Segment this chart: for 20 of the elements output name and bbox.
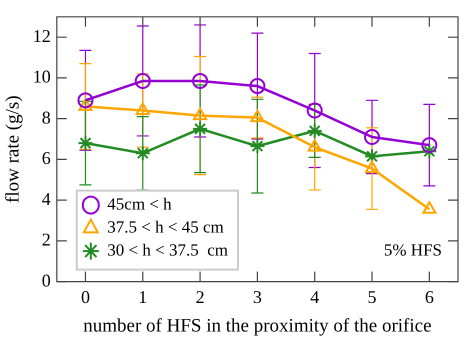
x-axis-title: number of HFS in the proximity of the orifice xyxy=(83,316,432,337)
y-axis-title: flow rate (g/s) xyxy=(2,95,24,204)
y-tick-label: 12 xyxy=(32,26,51,46)
y-tick-label: 6 xyxy=(42,148,51,168)
x-tick-label: 5 xyxy=(368,287,377,308)
x-tick-label: 0 xyxy=(80,287,90,308)
x-tick-label: 1 xyxy=(138,287,148,308)
y-tick-label: 4 xyxy=(42,188,51,209)
y-tick-label: 0 xyxy=(42,270,51,290)
x-tick-label: 4 xyxy=(310,287,320,308)
legend-label: 30 < h < 37.5 cm xyxy=(107,240,228,260)
y-tick-label: 8 xyxy=(42,107,51,128)
y-tick-label: 10 xyxy=(32,66,51,87)
legend-label: 37.5 < h < 45 cm xyxy=(107,218,224,237)
x-tick-label: 6 xyxy=(424,287,434,308)
y-tick-label: 2 xyxy=(42,230,51,250)
x-tick-label: 3 xyxy=(252,287,262,308)
x-tick-label: 2 xyxy=(196,287,205,308)
annotation: 5% HFS xyxy=(384,240,442,260)
legend-label: 45cm < h xyxy=(107,194,172,214)
